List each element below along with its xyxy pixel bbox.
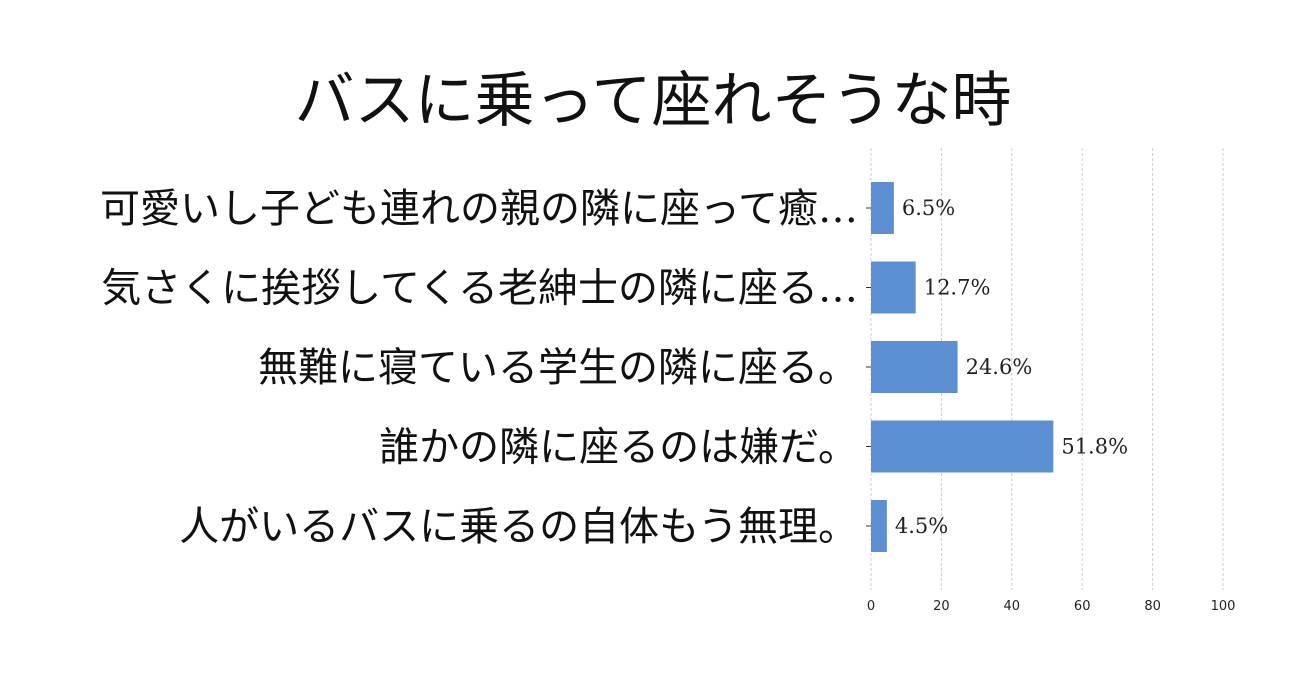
- x-tick-label: 20: [933, 599, 950, 614]
- bar: [871, 182, 894, 234]
- category-label: 誰かの隣に座るのは嫌だ。: [379, 425, 858, 471]
- value-label: 24.6%: [966, 355, 1033, 379]
- category-label: 人がいるバスに乗るの自体もう無理。: [179, 504, 858, 550]
- category-label: 気さくに挨拶してくる老紳士の隣に座る…: [101, 266, 858, 312]
- category-labels: 可愛いし子ども連れの親の隣に座って癒… 気さくに挨拶してくる老紳士の隣に座る… 無難…: [100, 186, 871, 550]
- bar: [871, 420, 1054, 473]
- category-label: 無難に寝ている学生の隣に座る。: [258, 345, 858, 391]
- value-label: 6.5%: [902, 196, 955, 220]
- bars: [871, 182, 1054, 552]
- chart-title: バスに乗って座れそうな時: [294, 66, 1012, 136]
- x-tick-label: 40: [1004, 599, 1021, 614]
- value-label: 4.5%: [895, 514, 948, 538]
- bar: [871, 261, 916, 314]
- bar: [871, 341, 958, 393]
- x-tick-label: 80: [1144, 599, 1161, 614]
- value-label: 51.8%: [1061, 435, 1128, 459]
- value-labels: 6.5% 12.7% 24.6% 51.8% 4.5%: [895, 196, 1128, 538]
- value-label: 12.7%: [924, 276, 991, 300]
- x-tick-label: 100: [1211, 599, 1236, 614]
- x-axis-ticks: 0 20 40 60 80 100: [867, 599, 1236, 614]
- x-tick-label: 60: [1074, 599, 1091, 614]
- category-label: 可愛いし子ども連れの親の隣に座って癒…: [100, 186, 858, 232]
- bar: [871, 500, 887, 552]
- x-tick-label: 0: [867, 599, 875, 614]
